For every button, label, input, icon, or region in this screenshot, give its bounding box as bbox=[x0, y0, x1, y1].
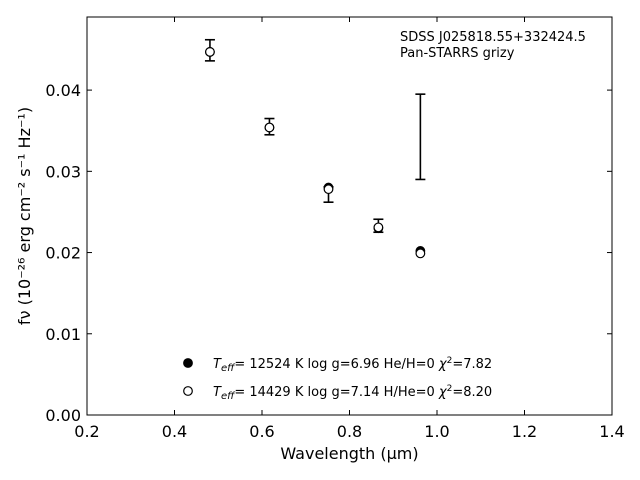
x-tick-label: 0.2 bbox=[74, 422, 99, 441]
annotation-object-name: SDSS J025818.55+332424.5 bbox=[400, 30, 586, 45]
y-tick-label: 0.04 bbox=[45, 81, 81, 100]
x-axis-label: Wavelength (μm) bbox=[280, 444, 418, 463]
plot-frame bbox=[86, 16, 613, 416]
y-tick-label: 0.00 bbox=[45, 406, 81, 425]
legend: Teff= 12524 K log g=6.96 He/H=0 χ2=7.82 T… bbox=[183, 356, 492, 402]
y-tick-label: 0.01 bbox=[45, 325, 81, 344]
x-tick-label: 1.4 bbox=[599, 422, 624, 441]
marker-layer bbox=[205, 47, 426, 259]
legend-entry: Teff= 14429 K log g=7.14 H/He=0 χ2=8.20 bbox=[183, 384, 492, 402]
error-bar bbox=[415, 93, 426, 181]
model-point-open bbox=[205, 47, 215, 57]
x-tick-label: 0.8 bbox=[337, 422, 362, 441]
x-tick-label: 0.6 bbox=[249, 422, 274, 441]
legend-marker-filled bbox=[183, 358, 193, 368]
y-axis-label: fν (10⁻²⁶ erg cm⁻² s⁻¹ Hz⁻¹) bbox=[15, 107, 34, 325]
legend-marker-open bbox=[183, 386, 193, 396]
x-tick-label: 1.0 bbox=[424, 422, 449, 441]
x-tick-label: 1.2 bbox=[512, 422, 537, 441]
y-tick-label: 0.02 bbox=[45, 244, 81, 263]
model-point-open bbox=[264, 122, 275, 133]
legend-entry: Teff= 12524 K log g=6.96 He/H=0 χ2=7.82 bbox=[183, 356, 492, 374]
y-tick-label: 0.03 bbox=[45, 162, 81, 181]
legend-label: Teff= 14429 K log g=7.14 H/He=0 χ2=8.20 bbox=[213, 384, 492, 402]
model-point-open bbox=[373, 222, 384, 233]
model-point-open bbox=[323, 184, 334, 195]
x-tick-label: 0.4 bbox=[162, 422, 187, 441]
legend-label: Teff= 12524 K log g=6.96 He/H=0 χ2=7.82 bbox=[213, 356, 492, 374]
annotation-survey-name: Pan-STARRS grizy bbox=[400, 46, 515, 61]
model-point-open bbox=[415, 248, 426, 259]
